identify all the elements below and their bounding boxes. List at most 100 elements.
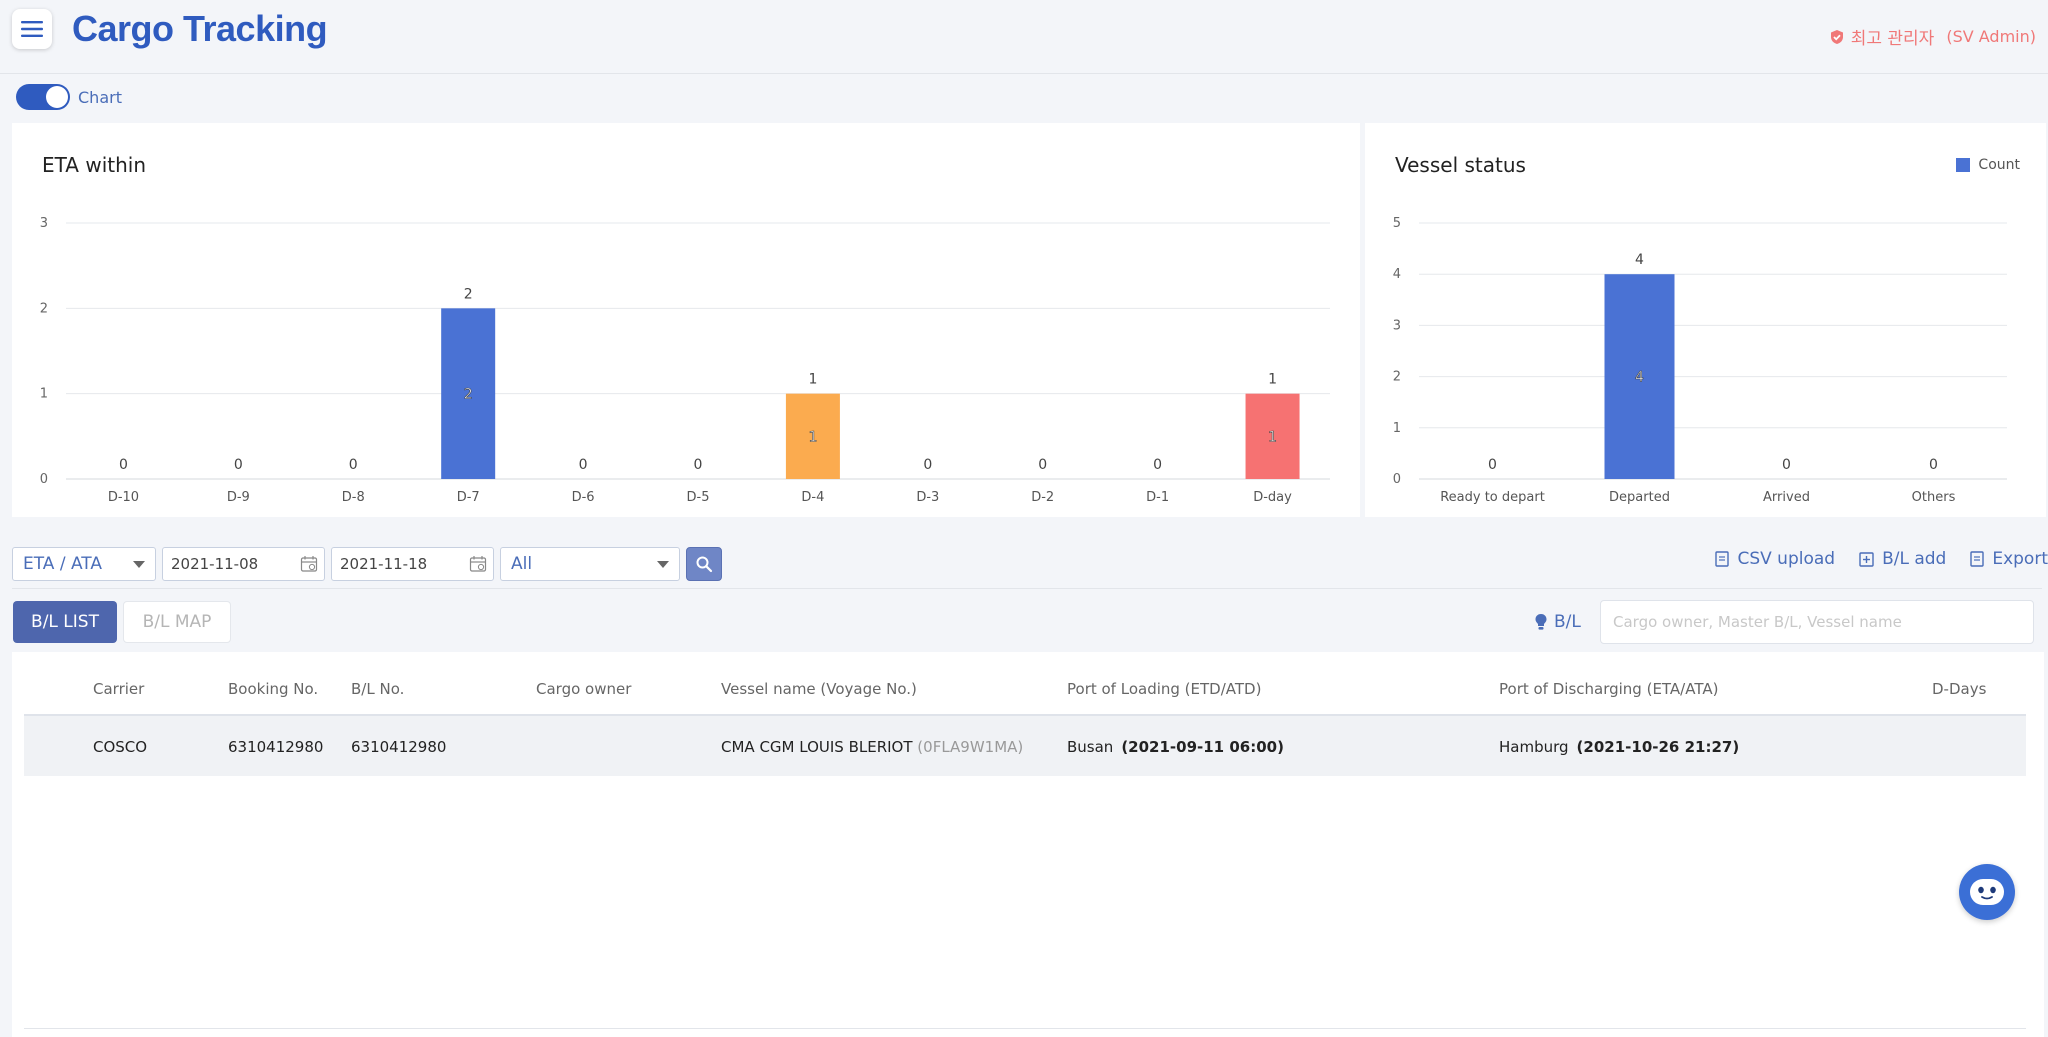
col-vessel[interactable]: Vessel name (Voyage No.) [721, 680, 917, 698]
bar [1245, 393, 1300, 479]
table-bottom-border [24, 1028, 2026, 1029]
pod-date: (2021-10-26 21:27) [1576, 738, 1740, 756]
lightbulb-icon [1535, 614, 1547, 630]
x-tick-label: D-3 [916, 490, 939, 505]
data-label: 0 [234, 457, 243, 473]
bar-inner-label: 1 [808, 429, 817, 445]
data-label: 0 [1782, 457, 1791, 473]
y-tick-label: 3 [1393, 318, 1401, 333]
search-icon [696, 556, 713, 573]
date-from-input[interactable]: 2021-11-08 [162, 547, 325, 581]
col-pod[interactable]: Port of Discharging (ETA/ATA) [1499, 680, 1719, 698]
y-tick-label: 1 [40, 387, 48, 402]
y-tick-label: 2 [1393, 370, 1401, 385]
search-button[interactable] [686, 547, 722, 581]
data-label: 4 [1635, 252, 1644, 268]
date-type-select[interactable]: ETA / ATA [12, 547, 156, 581]
bl-add-label: B/L add [1882, 549, 1947, 569]
chart-toggle[interactable] [16, 84, 70, 110]
calendar-icon[interactable] [300, 555, 318, 573]
legend-swatch [1956, 158, 1971, 172]
x-tick-label: D-8 [342, 490, 365, 505]
bar [785, 393, 840, 479]
voyage-no: (0FLA9W1MA) [917, 738, 1024, 756]
data-label: 0 [694, 457, 703, 473]
date-from-value: 2021-11-08 [171, 555, 259, 573]
shield-check-icon [1830, 29, 1843, 44]
col-owner[interactable]: Cargo owner [536, 680, 632, 698]
bar-inner-label: 4 [1635, 370, 1644, 386]
bar-inner-label: 2 [464, 387, 473, 403]
tab-bl-map[interactable]: B/L MAP [123, 601, 231, 643]
document-icon [1970, 551, 1985, 567]
action-links: CSV upload B/L add Export [1715, 549, 2048, 569]
data-label: 1 [808, 372, 817, 388]
x-tick-label: D-4 [801, 490, 824, 505]
document-icon [1715, 551, 1730, 567]
hamburger-icon [21, 21, 43, 37]
y-tick-label: 1 [1393, 421, 1401, 436]
col-pol[interactable]: Port of Loading (ETD/ATD) [1067, 680, 1262, 698]
y-tick-label: 2 [40, 301, 48, 316]
table-row[interactable]: COSCO 6310412980 6310412980 CMA CGM LOUI… [24, 716, 2026, 776]
robot-icon [1970, 879, 2004, 905]
eta-chart-title: ETA within [42, 153, 147, 177]
x-tick-label: Ready to depart [1440, 490, 1545, 505]
tab-bl-list[interactable]: B/L LIST [13, 601, 117, 643]
cell-pol: Busan (2021-09-11 06:00) [1067, 738, 1284, 756]
chevron-down-icon [133, 560, 145, 568]
pod-port: Hamburg [1499, 738, 1569, 756]
vessel-status-card: Vessel status Count 0 1 2 3 4 5 0 Ready to depa… [1365, 123, 2046, 517]
bar [1604, 274, 1675, 479]
divider [12, 588, 2042, 589]
chatbot-button[interactable] [1959, 864, 2015, 920]
chart-toggle-label: Chart [78, 87, 122, 107]
x-tick-label: D-9 [227, 490, 250, 505]
data-label: 0 [349, 457, 358, 473]
data-label: 0 [579, 457, 588, 473]
eta-chart-card: ETA within 0 1 2 3 0 D-10 0 D-9 0 D-8 2 2 D-7 0 D-6 0 D-… [12, 123, 1360, 517]
col-carrier[interactable]: Carrier [93, 680, 145, 698]
filter-row: ETA / ATA 2021-11-08 2021-11-18 All [12, 547, 722, 581]
header: Cargo Tracking 최고 관리자 (SV Admin) [0, 0, 2048, 74]
cell-pod: Hamburg (2021-10-26 21:27) [1499, 738, 1739, 756]
x-tick-label: D-10 [108, 490, 139, 505]
x-tick-label: D-1 [1146, 490, 1169, 505]
data-label: 0 [1153, 457, 1162, 473]
vessel-chart-title: Vessel status [1395, 153, 1526, 177]
data-label: 0 [119, 457, 128, 473]
status-value: All [511, 554, 533, 574]
col-bl[interactable]: B/L No. [351, 680, 405, 698]
bl-search-label: B/L [1534, 612, 1581, 632]
eta-chart: 01230D-100D-90D-822D-70D-60D-511D-40D-30… [40, 216, 1330, 505]
data-label: 2 [464, 286, 473, 302]
admin-role[interactable]: 최고 관리자 (SV Admin) [1829, 24, 2036, 49]
status-select[interactable]: All [500, 547, 680, 581]
export-button[interactable]: Export [1970, 549, 2048, 569]
y-tick-label: 4 [1393, 267, 1401, 282]
date-to-value: 2021-11-18 [340, 555, 428, 573]
menu-button[interactable] [12, 9, 52, 49]
chevron-down-icon [657, 560, 669, 568]
col-ddays[interactable]: D-Days [1932, 680, 1987, 698]
x-tick-label: D-6 [572, 490, 595, 505]
y-tick-label: 5 [1393, 216, 1401, 231]
date-to-input[interactable]: 2021-11-18 [331, 547, 494, 581]
csv-upload-label: CSV upload [1737, 549, 1836, 569]
admin-sub-label: (SV Admin) [1946, 27, 2036, 46]
csv-upload-button[interactable]: CSV upload [1715, 549, 1835, 569]
x-tick-label: Others [1912, 490, 1956, 505]
bl-label-text: B/L [1554, 612, 1581, 632]
bar [441, 308, 496, 479]
search-input[interactable] [1600, 600, 2034, 644]
pol-date: (2021-09-11 06:00) [1121, 738, 1284, 756]
export-label: Export [1992, 549, 2048, 569]
col-booking[interactable]: Booking No. [228, 680, 319, 698]
y-tick-label: 0 [40, 472, 48, 487]
calendar-icon[interactable] [469, 555, 487, 573]
bl-add-button[interactable]: B/L add [1859, 549, 1946, 569]
data-label: 0 [1038, 457, 1047, 473]
chart-toggle-row: Chart [16, 84, 122, 110]
data-label: 0 [1488, 457, 1497, 473]
page-title: Cargo Tracking [72, 8, 328, 49]
